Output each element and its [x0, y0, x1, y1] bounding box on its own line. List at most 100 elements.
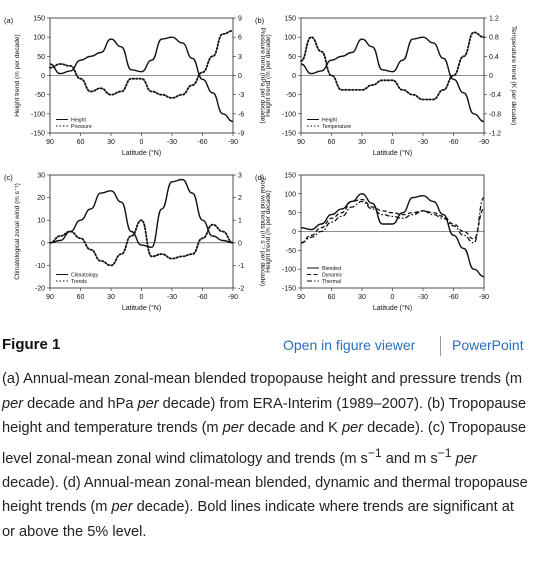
series-line-height — [300, 36, 485, 123]
left-tick-label: 100 — [284, 191, 296, 198]
left-tick-label: -150 — [282, 286, 296, 293]
legend-label: Thermal — [322, 279, 341, 285]
left-tick-label: 150 — [33, 16, 45, 23]
right-tick-label: 3 — [238, 54, 242, 61]
x-tick-label: 90 — [297, 139, 305, 146]
left-tick-label: -50 — [35, 92, 45, 99]
figure-caption: (a) Annual-mean zonal-mean blended tropo… — [2, 367, 530, 544]
x-tick-label: 0 — [391, 139, 395, 146]
open-in-figure-viewer-link[interactable]: Open in figure viewer — [283, 337, 416, 353]
right-tick-label: 0.8 — [489, 35, 499, 42]
right-axis-label: Pressure trend (hPa per decade) — [259, 27, 266, 123]
link-separator — [440, 336, 441, 356]
left-tick-label: -150 — [31, 131, 45, 138]
right-tick-label: -0.4 — [489, 92, 501, 99]
x-axis-label: Latitude (°N) — [122, 149, 161, 157]
series-line-trends — [49, 219, 234, 267]
right-tick-label: 3 — [238, 173, 242, 180]
x-tick-label: 30 — [107, 139, 115, 146]
left-tick-label: 0 — [41, 73, 45, 80]
right-axis-label: Zonal wind trends (m s⁻¹ per decade) — [259, 177, 266, 286]
x-tick-label: -30 — [418, 139, 428, 146]
x-tick-label: 30 — [358, 294, 366, 301]
x-tick-label: 0 — [140, 139, 144, 146]
x-tick-label: 60 — [77, 139, 85, 146]
x-tick-label: -60 — [448, 294, 458, 301]
left-tick-label: -100 — [282, 111, 296, 118]
legend-label: Climatology — [71, 273, 99, 279]
series-line-height — [49, 36, 234, 123]
right-axis-label: Temperature trend (K per decade) — [510, 26, 517, 125]
left-tick-label: 50 — [288, 54, 296, 61]
x-axis-label: Latitude (°N) — [373, 149, 412, 157]
right-tick-label: 1.2 — [489, 16, 499, 23]
left-tick-label: 100 — [284, 35, 296, 42]
x-tick-label: -60 — [197, 139, 207, 146]
left-tick-label: 100 — [33, 35, 45, 42]
x-tick-label: -90 — [228, 294, 238, 301]
right-tick-label: 1 — [238, 218, 242, 225]
left-tick-label: 30 — [37, 173, 45, 180]
x-tick-label: 90 — [46, 294, 54, 301]
right-tick-label: 0.4 — [489, 54, 499, 61]
left-axis-label: Height trend (m per decade) — [14, 34, 21, 116]
x-tick-label: -60 — [448, 139, 458, 146]
left-axis-label: Height trend (m per decade) — [265, 190, 272, 272]
x-tick-label: -30 — [167, 139, 177, 146]
x-tick-label: 30 — [107, 294, 115, 301]
left-tick-label: -20 — [35, 286, 45, 293]
right-tick-label: -1 — [238, 263, 244, 270]
x-tick-label: -30 — [167, 294, 177, 301]
right-tick-label: -1.2 — [489, 131, 501, 138]
powerpoint-link[interactable]: PowerPoint — [452, 337, 524, 353]
panel-tag: (c) — [4, 173, 13, 182]
x-tick-label: -60 — [197, 294, 207, 301]
left-tick-label: 50 — [37, 54, 45, 61]
series-line-blended — [300, 193, 485, 278]
caption-text: (a) Annual-mean zonal-mean blended tropo… — [2, 371, 528, 540]
right-tick-label: -6 — [238, 111, 244, 118]
left-tick-label: -100 — [31, 111, 45, 118]
left-tick-label: 0 — [292, 229, 296, 236]
right-tick-label: 9 — [238, 16, 242, 23]
x-tick-label: 90 — [46, 139, 54, 146]
right-tick-label: 2 — [238, 195, 242, 202]
panel-tag: (d) — [255, 173, 265, 182]
legend-label: Trends — [71, 279, 87, 285]
x-tick-label: 60 — [328, 139, 336, 146]
legend-label: Pressure — [71, 124, 92, 130]
x-tick-label: -30 — [418, 294, 428, 301]
x-tick-label: 60 — [77, 294, 85, 301]
legend-label: Dynamic — [322, 273, 343, 279]
left-tick-label: 0 — [292, 73, 296, 80]
left-tick-label: -50 — [286, 248, 296, 255]
x-tick-label: 0 — [391, 294, 395, 301]
right-tick-label: -3 — [238, 92, 244, 99]
series-line-temperature — [300, 31, 485, 101]
x-tick-label: -90 — [479, 139, 489, 146]
left-tick-label: 150 — [284, 173, 296, 180]
legend-label: Blended — [322, 266, 341, 272]
x-tick-label: 30 — [358, 139, 366, 146]
right-tick-label: -9 — [238, 131, 244, 138]
right-tick-label: 0 — [489, 73, 493, 80]
left-tick-label: 20 — [37, 195, 45, 202]
right-tick-label: -0.8 — [489, 111, 501, 118]
panel-frame — [49, 174, 234, 289]
right-tick-label: 6 — [238, 35, 242, 42]
x-axis-label: Latitude (°N) — [122, 304, 161, 312]
legend-label: Height — [71, 118, 87, 124]
left-tick-label: -100 — [282, 267, 296, 274]
right-tick-label: 0 — [238, 73, 242, 80]
x-tick-label: 90 — [297, 294, 305, 301]
right-tick-label: 0 — [238, 240, 242, 247]
figure-header: Figure 1 Open in figure viewer PowerPoin… — [0, 336, 533, 358]
series-line-thermal — [300, 196, 485, 244]
panel-tag: (b) — [255, 16, 265, 25]
legend-label: Height — [322, 118, 338, 124]
left-tick-label: 50 — [288, 210, 296, 217]
x-tick-label: 0 — [140, 294, 144, 301]
left-tick-label: 0 — [41, 240, 45, 247]
left-tick-label: -10 — [35, 263, 45, 270]
